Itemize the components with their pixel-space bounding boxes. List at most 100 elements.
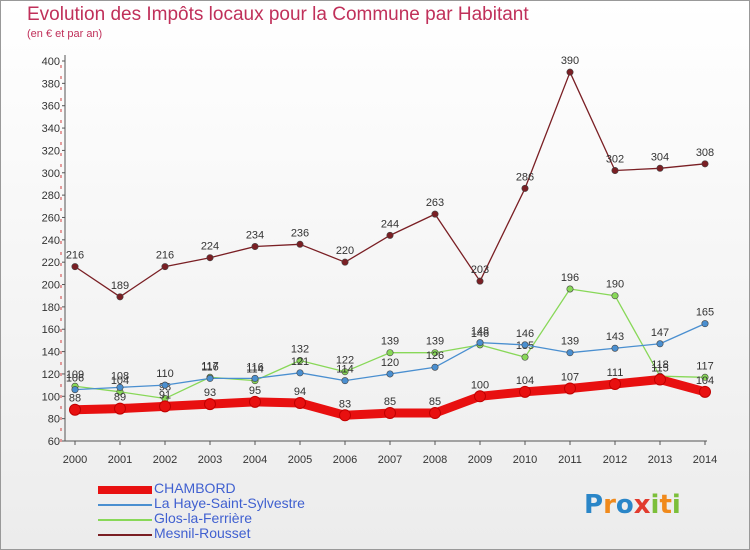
x-tick-label: 2005 — [288, 454, 312, 466]
data-label: 83 — [339, 398, 351, 410]
data-point — [114, 402, 126, 415]
x-tick-label: 2004 — [243, 454, 267, 466]
y-tick-label: 360 — [42, 101, 60, 113]
data-label: 234 — [246, 230, 264, 242]
logo-letter: x — [633, 490, 651, 520]
y-tick-label: 340 — [42, 123, 60, 135]
data-point — [701, 160, 709, 168]
data-point — [519, 385, 531, 398]
x-tick-label: 2013 — [648, 454, 672, 466]
y-tick-label: 120 — [42, 369, 60, 381]
data-point — [296, 240, 304, 248]
legend-item: La Haye-Saint-Sylvestre — [98, 495, 458, 512]
x-tick-label: 2000 — [63, 454, 87, 466]
legend-item: Mesnil-Rousset — [98, 525, 458, 542]
data-point — [429, 407, 441, 420]
data-point — [474, 390, 486, 403]
series-0: 88 89 91 93 95 94 83 85 85 100 104 107 111 115 104 — [69, 363, 714, 422]
x-tick-label: 2007 — [378, 454, 402, 466]
data-label: 88 — [69, 393, 81, 405]
x-tick-label: 2008 — [423, 454, 447, 466]
data-point — [609, 378, 621, 390]
data-point — [116, 383, 124, 391]
data-point — [296, 357, 304, 365]
legend-swatch — [98, 534, 152, 536]
y-tick-label: 100 — [42, 391, 60, 403]
series-3: 216 189 216 224 234 236 220 244 263 203 286 390 302 3… — [66, 55, 714, 301]
data-point — [566, 349, 574, 357]
data-point — [566, 285, 574, 293]
y-tick-label: 60 — [48, 436, 60, 448]
data-point — [701, 320, 709, 328]
data-point — [431, 210, 439, 218]
data-label: 286 — [516, 171, 534, 183]
data-label: 190 — [606, 279, 624, 291]
data-label: 104 — [696, 375, 714, 387]
data-label: 115 — [651, 363, 669, 375]
data-label: 94 — [294, 386, 306, 398]
chart-subtitle: (en € et par an) — [27, 28, 103, 40]
data-label: 236 — [291, 227, 309, 239]
data-label: 109 — [66, 369, 84, 381]
data-label: 143 — [606, 331, 624, 343]
data-point — [654, 373, 666, 386]
data-point — [206, 374, 214, 382]
data-label: 110 — [156, 368, 174, 380]
y-tick-label: 180 — [42, 302, 60, 314]
data-label: 108 — [111, 370, 129, 382]
legend-swatch — [98, 486, 152, 494]
data-label: 114 — [246, 364, 264, 376]
data-point — [251, 243, 259, 251]
data-point — [521, 353, 529, 361]
logo-letter: i — [671, 490, 681, 520]
x-tick-label: 2011 — [558, 454, 582, 466]
data-label: 116 — [201, 361, 219, 373]
data-point — [341, 258, 349, 266]
y-tick-label: 380 — [42, 78, 60, 90]
data-label: 139 — [426, 336, 444, 348]
x-tick-label: 2012 — [603, 454, 627, 466]
data-label: 95 — [249, 385, 261, 397]
data-label: 89 — [114, 392, 126, 404]
data-label: 100 — [471, 379, 489, 391]
data-point — [206, 254, 214, 262]
chart-legend: CHAMBORD La Haye-Saint-Sylvestre Glos-la-F… — [98, 480, 458, 542]
data-point — [521, 184, 529, 192]
data-point — [699, 385, 711, 398]
y-tick-label: 160 — [42, 324, 60, 336]
data-label: 147 — [651, 327, 669, 339]
data-point — [476, 339, 484, 347]
data-label: 104 — [516, 375, 534, 387]
data-label: 104 — [111, 375, 129, 387]
data-label: 117 — [696, 360, 714, 372]
logo-letter: t — [659, 490, 672, 520]
y-tick-label: 260 — [42, 212, 60, 224]
data-label: 304 — [651, 151, 669, 163]
legend-item: Glos-la-Ferrière — [98, 510, 458, 527]
data-label: 139 — [381, 336, 399, 348]
data-point — [294, 397, 306, 409]
legend-swatch — [98, 504, 152, 506]
data-label: 146 — [471, 328, 489, 340]
data-label: 111 — [607, 367, 624, 379]
data-point — [656, 164, 664, 172]
data-label: 308 — [696, 147, 714, 159]
data-point — [249, 395, 261, 408]
data-label: 106 — [66, 373, 84, 385]
data-point — [296, 369, 304, 377]
data-label: 146 — [516, 328, 534, 340]
data-point — [386, 231, 394, 239]
y-tick-label: 220 — [42, 257, 60, 269]
data-point — [341, 377, 349, 385]
data-label: 118 — [651, 359, 669, 371]
data-point — [611, 344, 619, 352]
x-tick-label: 2002 — [153, 454, 177, 466]
proxiti-logo: Proxiti — [584, 490, 681, 520]
data-label: 91 — [159, 389, 171, 401]
data-label: 263 — [426, 197, 444, 209]
data-point — [161, 381, 169, 389]
data-label: 390 — [561, 55, 579, 67]
